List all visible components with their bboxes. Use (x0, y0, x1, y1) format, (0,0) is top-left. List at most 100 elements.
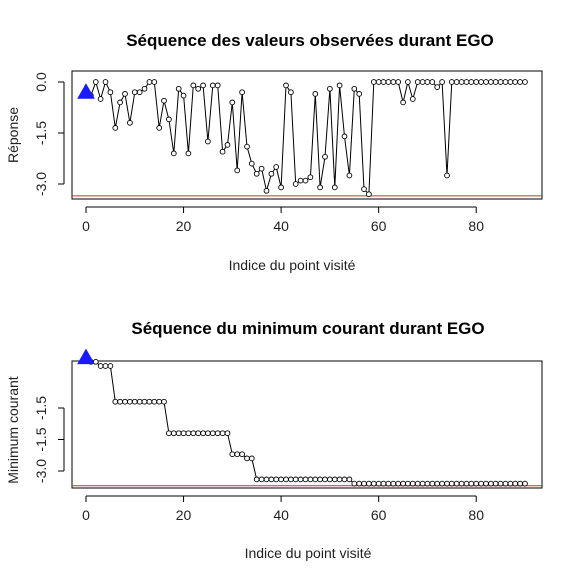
data-point (375, 480, 382, 487)
x-tick-label: 0 (82, 507, 90, 523)
chart-title: Séquence du minimum courant durant EGO (131, 319, 484, 338)
data-point (414, 79, 421, 85)
data-point (195, 430, 202, 437)
data-point (492, 79, 499, 85)
data-point (263, 187, 270, 194)
data-point (229, 99, 236, 106)
data-point (200, 82, 206, 89)
data-point (375, 79, 382, 85)
data-point (468, 79, 475, 85)
data-point (229, 451, 236, 458)
data-point (356, 480, 363, 487)
data-point (156, 125, 163, 131)
data-point (439, 480, 445, 487)
series-line (85, 357, 525, 485)
y-tick-label: -1.5 (33, 427, 49, 451)
data-point (453, 480, 460, 487)
data-point (127, 398, 133, 405)
data-point (234, 451, 241, 458)
x-axis-label: Indice du point visité (245, 545, 372, 561)
y-tick-label: -1.5 (33, 396, 49, 420)
data-point (278, 184, 284, 191)
data-point (141, 398, 148, 405)
data-point (268, 170, 275, 177)
plot-frame (71, 70, 543, 200)
data-point (209, 430, 216, 437)
data-point (317, 476, 323, 483)
data-point (161, 97, 167, 104)
data-point (97, 96, 104, 102)
data-point (400, 99, 406, 106)
data-point (156, 398, 163, 405)
data-point (117, 99, 123, 106)
data-point (322, 153, 328, 160)
data-point (390, 480, 397, 487)
data-point (131, 398, 138, 405)
data-point (170, 430, 177, 437)
data-point (219, 430, 226, 437)
data-point (473, 79, 480, 85)
data-point (190, 430, 197, 437)
data-point (219, 148, 226, 155)
data-point (414, 480, 421, 487)
data-point (166, 116, 172, 123)
data-point (288, 476, 294, 483)
data-point (458, 480, 465, 487)
data-point (483, 480, 489, 487)
data-point (361, 480, 367, 487)
data-point (419, 79, 426, 85)
data-point (185, 150, 192, 157)
data-point (273, 476, 280, 483)
data-point (502, 480, 509, 487)
data-point (209, 82, 216, 89)
x-tick-label: 0 (82, 218, 90, 234)
data-point (278, 476, 284, 483)
data-point (131, 89, 138, 96)
start-marker (77, 83, 95, 99)
x-axis-label: Indice du point visité (229, 257, 356, 273)
data-point (92, 79, 99, 85)
data-point (419, 480, 426, 487)
data-point (351, 85, 358, 92)
y-tick-label: -3.0 (33, 172, 49, 196)
data-point (405, 79, 411, 85)
data-point (434, 84, 441, 90)
chart-running-minimum: Séquence du minimum courant durant EGO I… (5, 319, 543, 561)
data-point (175, 85, 182, 92)
data-point (380, 79, 387, 85)
data-point (107, 363, 114, 369)
data-point (263, 476, 270, 483)
y-axis-label: Minimum courant (5, 376, 21, 483)
y-tick-label: 0.0 (33, 72, 49, 92)
data-point (361, 186, 367, 192)
data-point (331, 476, 338, 483)
data-point (185, 430, 192, 437)
data-point (122, 398, 128, 405)
data-point (468, 480, 475, 487)
data-point (244, 143, 250, 150)
data-point (205, 430, 211, 437)
data-point (356, 91, 363, 97)
x-tick-label: 80 (468, 218, 484, 234)
data-point (478, 480, 484, 487)
data-point (302, 177, 309, 184)
data-point (463, 480, 470, 487)
data-point (170, 150, 177, 157)
plot-frame (71, 360, 543, 489)
data-point (195, 85, 202, 92)
data-point (444, 480, 450, 487)
data-point (497, 79, 504, 85)
data-point (400, 480, 406, 487)
data-point (478, 79, 484, 85)
x-tick-label: 20 (176, 218, 192, 234)
data-point (424, 480, 431, 487)
data-point (312, 91, 319, 97)
chart-title: Séquence des valeurs observées durant EG… (126, 31, 494, 50)
data-point (288, 89, 294, 96)
data-point (488, 480, 494, 487)
start-marker (77, 348, 95, 365)
data-point (253, 476, 260, 483)
data-point (331, 184, 338, 191)
data-point (385, 480, 392, 487)
data-point (522, 79, 528, 85)
